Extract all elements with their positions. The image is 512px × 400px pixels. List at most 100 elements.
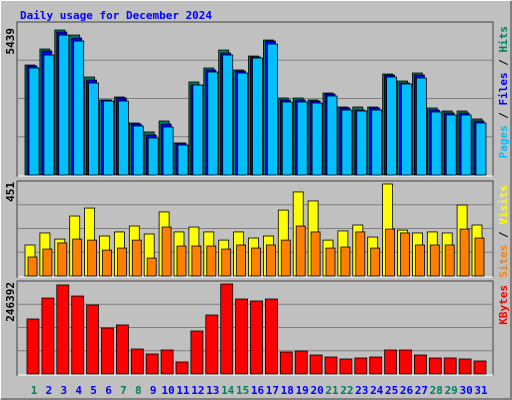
legend: Pages / Files / Hits [497, 26, 510, 159]
bar [87, 239, 97, 277]
bar [458, 358, 472, 375]
bar [176, 245, 187, 277]
bar [428, 357, 442, 375]
bar [192, 84, 204, 176]
bar [370, 247, 381, 277]
bar [88, 82, 99, 176]
bar [56, 284, 70, 375]
bar [415, 77, 427, 176]
bar [324, 356, 338, 375]
bar [296, 101, 308, 176]
bar [160, 349, 174, 375]
bar [474, 237, 485, 277]
bar [26, 318, 40, 375]
bar [190, 330, 204, 375]
bar [384, 349, 398, 375]
bar [326, 95, 338, 176]
bar [236, 244, 247, 277]
bar [356, 110, 368, 176]
legend-entry: Files [497, 72, 510, 105]
x-tick-label: 22 [340, 384, 353, 397]
bar [145, 353, 159, 375]
x-tick-label: 16 [251, 384, 265, 397]
bar [369, 356, 383, 375]
bar [221, 248, 232, 277]
bar [86, 304, 99, 375]
bar [265, 244, 276, 277]
x-tick-label: 3 [60, 384, 67, 397]
bar [429, 244, 440, 277]
x-tick-label: 14 [221, 384, 235, 397]
bar [71, 295, 85, 375]
x-tick-label: 12 [191, 384, 204, 397]
legend-entry: Pages [497, 125, 510, 158]
y-max-label: 246392 [4, 282, 17, 322]
bar [73, 40, 85, 176]
bar [28, 67, 40, 176]
bar [57, 242, 68, 277]
x-tick-label: 26 [400, 384, 414, 397]
bar [130, 348, 144, 375]
x-tick-label: 1 [31, 384, 38, 397]
bar [116, 324, 129, 375]
y-max-label: 451 [4, 182, 17, 202]
bar [385, 228, 396, 277]
x-tick-label: 6 [105, 384, 112, 397]
bar [220, 283, 234, 375]
bar [340, 246, 351, 277]
bar [250, 300, 263, 375]
bar [459, 228, 470, 277]
bar [27, 256, 38, 277]
bar [473, 360, 487, 375]
bar [339, 358, 353, 375]
bar [206, 245, 217, 277]
bar [279, 351, 293, 375]
legend: Sites / Visits [497, 185, 510, 278]
x-tick-label: 4 [75, 384, 82, 397]
bar [311, 102, 323, 176]
x-tick-label: 15 [236, 384, 249, 397]
bar [400, 232, 410, 277]
bar [354, 357, 368, 375]
bar [161, 226, 172, 277]
bar [401, 83, 412, 176]
x-tick-label: 19 [296, 384, 309, 397]
x-tick-label: 9 [150, 384, 157, 397]
x-tick-label: 24 [370, 384, 384, 397]
bar [341, 109, 353, 176]
bar [191, 245, 202, 277]
x-tick-label: 29 [445, 384, 458, 397]
legend-entry: Visits [497, 185, 510, 225]
bar [264, 298, 278, 375]
bar [444, 244, 455, 277]
x-tick-label: 10 [161, 384, 174, 397]
bar [281, 101, 293, 176]
bar [235, 298, 249, 375]
x-tick-label: 2 [46, 384, 53, 397]
bar [371, 109, 383, 176]
bar [72, 238, 83, 277]
bar [309, 354, 323, 375]
bar [207, 71, 219, 176]
bar [443, 357, 457, 375]
bar [147, 137, 159, 176]
bar [175, 361, 189, 375]
bar [266, 43, 278, 176]
legend-separator: / [497, 112, 510, 119]
legend-entry: Sites [497, 245, 510, 278]
bar [131, 239, 142, 277]
bar [102, 249, 112, 277]
legend-separator: / [497, 231, 510, 238]
bar [146, 257, 157, 277]
x-tick-label: 28 [430, 384, 443, 397]
bar [445, 114, 457, 176]
x-tick-label: 18 [281, 384, 294, 397]
bar [251, 247, 261, 277]
bar [325, 247, 336, 277]
bar [430, 111, 442, 176]
x-tick-label: 8 [135, 384, 142, 397]
bar [42, 248, 53, 277]
x-tick-label: 17 [266, 384, 279, 397]
bar [460, 114, 472, 176]
